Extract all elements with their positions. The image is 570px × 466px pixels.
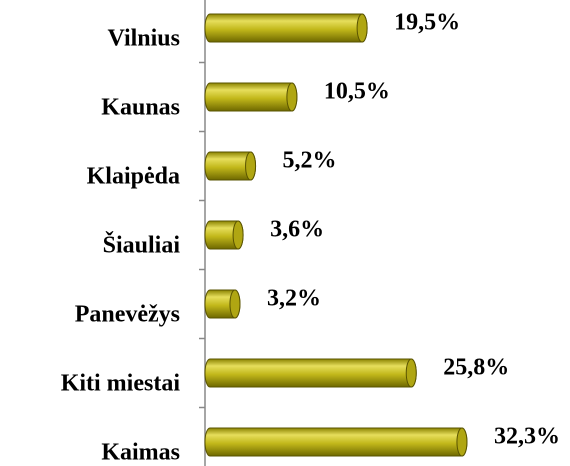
category-label: Kaimas (101, 440, 180, 466)
bar-cap (229, 289, 241, 319)
category-label: Kaunas (101, 95, 180, 121)
value-label: 19,5% (394, 10, 460, 36)
value-label: 3,6% (270, 217, 324, 243)
value-label: 32,3% (494, 424, 560, 450)
category-label: Kiti miestai (61, 371, 181, 397)
value-label: 5,2% (283, 148, 337, 174)
value-label: 10,5% (324, 79, 390, 105)
bar-cap (286, 82, 298, 112)
bar (204, 82, 298, 112)
bar-cap (232, 220, 244, 250)
value-label: 3,2% (267, 286, 321, 312)
value-label: 25,8% (443, 355, 509, 381)
bar-cap (456, 427, 468, 457)
bar (204, 427, 468, 457)
bar-cap (245, 151, 257, 181)
bar-cap (356, 13, 368, 43)
bar (204, 13, 368, 43)
category-label: Panevėžys (75, 302, 180, 328)
category-label: Klaipėda (87, 164, 180, 190)
bar-cap (405, 358, 417, 388)
category-label: Vilnius (108, 26, 180, 52)
bar (204, 358, 417, 388)
category-label: Šiauliai (103, 232, 181, 259)
